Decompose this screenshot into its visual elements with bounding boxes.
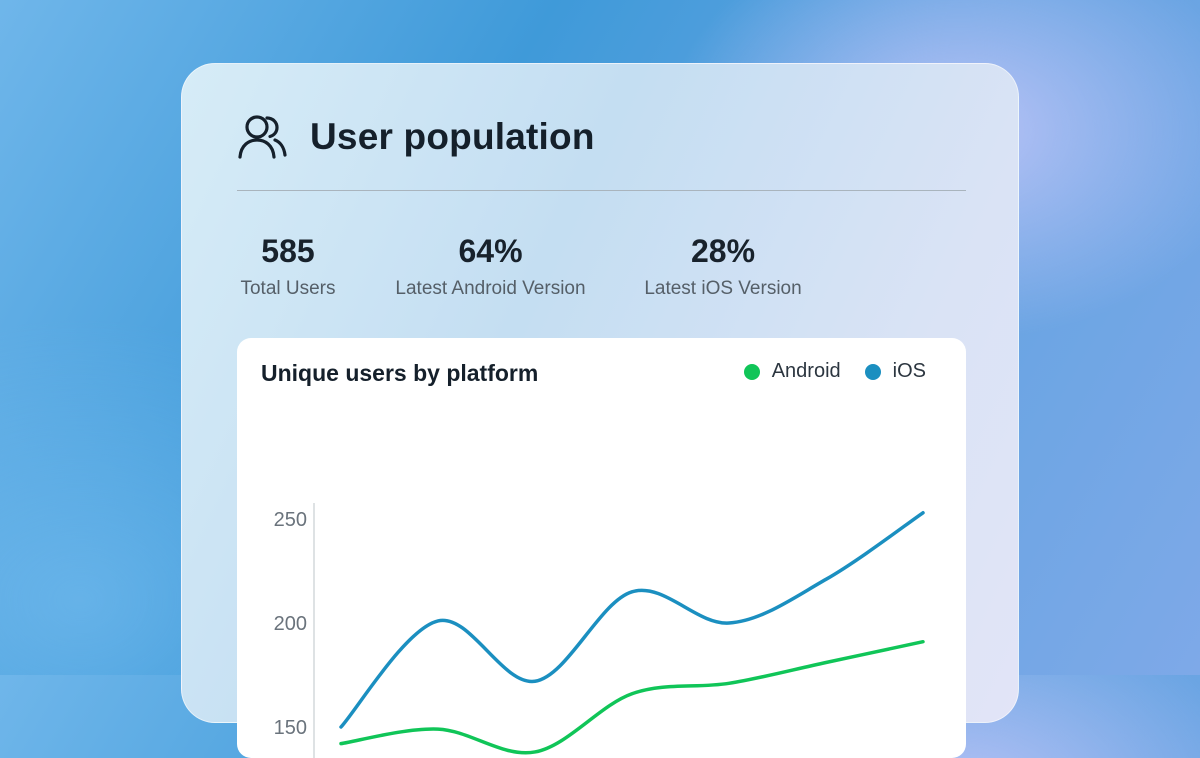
stat-latest-ios: 28% Latest iOS Version bbox=[640, 232, 806, 300]
legend-label: Android bbox=[771, 360, 841, 382]
stat-label: Total Users bbox=[240, 278, 336, 299]
user-population-card: User population 585 Total Users 64% Late… bbox=[181, 63, 1019, 758]
stat-label: Latest Android Version bbox=[395, 278, 586, 299]
stat-value: 64% bbox=[458, 233, 523, 269]
legend-label: iOS bbox=[892, 360, 926, 382]
legend-item-ios: iOS bbox=[864, 360, 926, 383]
chart-panel: 150 200 250 Unique users by platform Andro… bbox=[237, 338, 966, 758]
series-line-android bbox=[339, 639, 925, 755]
y-tick-label: 200 bbox=[274, 613, 307, 635]
stat-total-users: 585 Total Users bbox=[237, 232, 339, 300]
line-chart: 150 200 250 bbox=[274, 503, 925, 758]
divider bbox=[237, 190, 966, 191]
legend-item-android: Android bbox=[743, 360, 841, 383]
stat-label: Latest iOS Version bbox=[644, 278, 802, 299]
ios-dot-icon bbox=[864, 363, 881, 380]
stat-value: 585 bbox=[261, 233, 315, 269]
series-line-ios bbox=[339, 511, 925, 729]
stat-latest-android: 64% Latest Android Version bbox=[388, 232, 593, 300]
y-tick-label: 250 bbox=[274, 509, 307, 531]
android-dot-icon bbox=[743, 363, 760, 380]
users-icon bbox=[238, 115, 287, 159]
y-tick-label: 150 bbox=[274, 717, 307, 739]
page-title: User population bbox=[310, 116, 595, 157]
stat-value: 28% bbox=[690, 233, 756, 269]
chart-title: Unique users by platform bbox=[261, 360, 539, 386]
chart-legend: Android iOS bbox=[720, 360, 926, 383]
